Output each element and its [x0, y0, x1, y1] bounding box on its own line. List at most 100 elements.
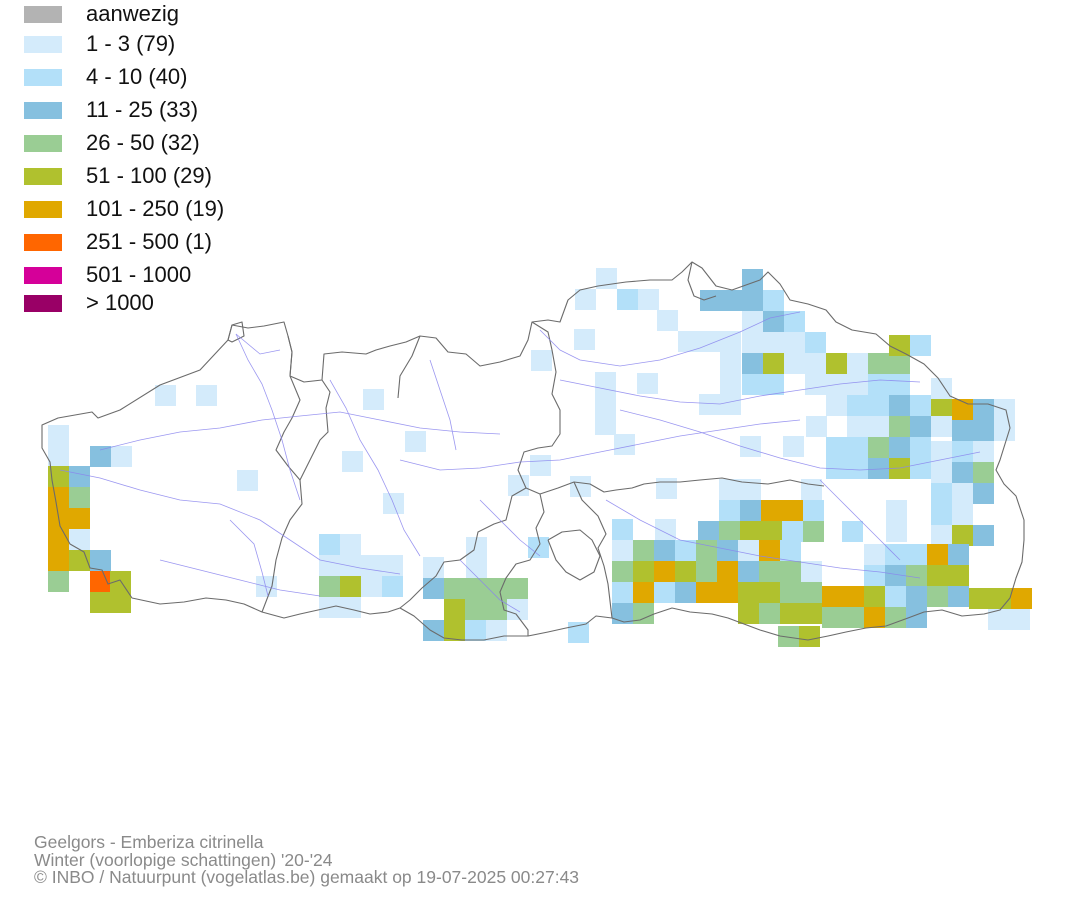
grid-cell	[952, 441, 973, 462]
grid-cell	[910, 395, 931, 416]
grid-cell	[973, 525, 994, 546]
grid-cell	[612, 561, 633, 582]
grid-cell	[382, 555, 403, 576]
grid-cell	[699, 331, 720, 352]
grid-cell	[720, 331, 741, 352]
legend-label: 1 - 3 (79)	[86, 31, 176, 56]
grid-cell	[948, 544, 969, 565]
grid-cell	[885, 544, 906, 565]
grid-cell	[574, 329, 595, 350]
grid-cell	[423, 557, 444, 578]
province-boundary	[397, 335, 421, 399]
grid-cell	[633, 561, 654, 582]
grid-cell	[719, 479, 740, 500]
grid-cell	[742, 353, 763, 374]
grid-cell	[864, 586, 885, 607]
grid-cell	[799, 626, 820, 647]
grid-cell	[931, 462, 952, 483]
grid-cell	[952, 504, 973, 525]
grid-cell	[868, 374, 889, 395]
grid-cell	[717, 561, 738, 582]
grid-cell	[486, 578, 507, 599]
grid-cell	[48, 571, 69, 592]
grid-cell	[927, 544, 948, 565]
grid-cell	[340, 555, 361, 576]
grid-cell	[868, 458, 889, 479]
grid-cell	[994, 420, 1015, 441]
grid-cell	[90, 571, 111, 592]
grid-cell	[889, 374, 910, 395]
grid-cell	[48, 487, 69, 508]
waterway	[59, 469, 401, 575]
grid-cell	[633, 603, 654, 624]
grid-cell	[654, 582, 675, 603]
waterway	[819, 479, 901, 561]
grid-cell	[780, 603, 801, 624]
grid-cell	[973, 399, 994, 420]
waterway	[229, 519, 269, 597]
grid-cell	[196, 385, 217, 406]
waterway	[329, 379, 421, 557]
grid-cell	[931, 441, 952, 462]
grid-cell	[784, 332, 805, 353]
grid-cell	[889, 458, 910, 479]
grid-cell	[759, 540, 780, 561]
grid-cell	[931, 416, 952, 437]
grid-cell	[886, 521, 907, 542]
grid-cell	[48, 466, 69, 487]
grid-cell	[155, 385, 176, 406]
grid-cell	[720, 352, 741, 373]
grid-cell	[885, 565, 906, 586]
grid-cell	[738, 540, 759, 561]
grid-cell	[675, 540, 696, 561]
grid-cell	[801, 479, 822, 500]
grid-cell	[612, 540, 633, 561]
grid-cell	[780, 561, 801, 582]
grid-cell	[654, 540, 675, 561]
grid-cell	[466, 537, 487, 558]
grid-cell	[931, 525, 952, 546]
grid-cell	[721, 290, 742, 311]
grid-cell	[237, 470, 258, 491]
grid-cell	[864, 544, 885, 565]
grid-cell	[319, 576, 340, 597]
grid-cell	[885, 607, 906, 628]
grid-cell	[801, 603, 822, 624]
legend-label: 501 - 1000	[86, 262, 192, 287]
grid-cell	[48, 550, 69, 571]
grid-cell	[696, 582, 717, 603]
waterway	[479, 499, 541, 557]
grid-cell	[826, 437, 847, 458]
grid-cell	[742, 311, 763, 332]
grid-cell	[111, 446, 132, 467]
grid-cell	[638, 289, 659, 310]
grid-cell	[759, 603, 780, 624]
grid-cell	[575, 289, 596, 310]
grid-cell	[444, 620, 465, 641]
grid-cell	[69, 508, 90, 529]
grid-cell	[617, 289, 638, 310]
grid-cell	[740, 500, 761, 521]
grid-cell	[801, 582, 822, 603]
grid-cell	[952, 462, 973, 483]
legend-swatch	[24, 102, 62, 119]
grid-cell	[595, 414, 616, 435]
legend-swatch	[24, 295, 62, 312]
grid-cell	[742, 332, 763, 353]
grid-cell	[717, 582, 738, 603]
grid-cell	[48, 425, 69, 446]
grid-cell	[738, 582, 759, 603]
grid-cell	[568, 622, 589, 643]
map-credits: Geelgors - Emberiza citrinella Winter (v…	[34, 833, 579, 887]
grid-cell	[444, 578, 465, 599]
waterway	[159, 559, 321, 597]
grid-cell	[720, 394, 741, 415]
grid-cell	[675, 561, 696, 582]
grid-cell	[843, 586, 864, 607]
grid-cell	[48, 529, 69, 550]
grid-cell	[973, 462, 994, 483]
waterways	[59, 311, 981, 613]
grid-cell	[843, 607, 864, 628]
grid-cell	[361, 555, 382, 576]
